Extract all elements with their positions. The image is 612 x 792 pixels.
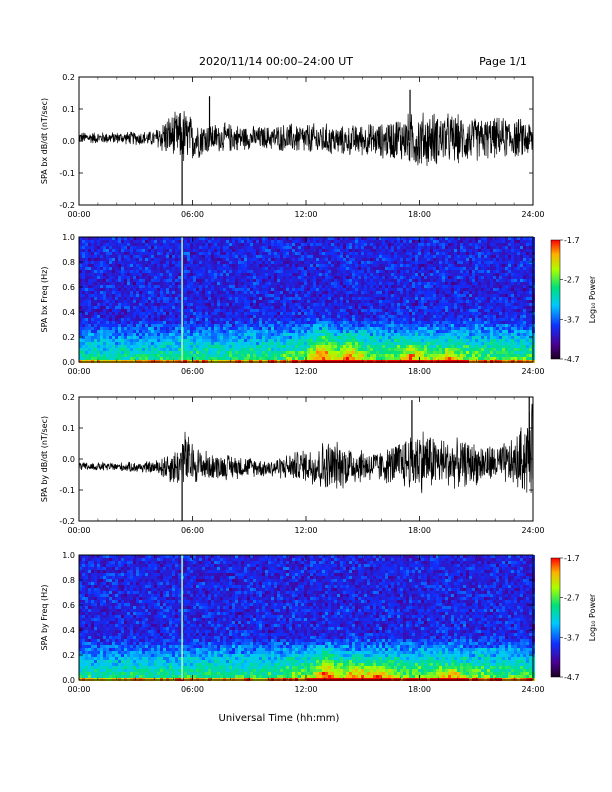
panel-1: 00:00 06:00 12:00 18:00 24:00 0.2 0.1 0.0 -0.1 -0… <box>40 73 545 219</box>
x-tick-label: 24:00 <box>521 367 544 376</box>
y-tick-label: 0.4 <box>62 626 75 635</box>
y-tick-label: 0.0 <box>62 137 75 146</box>
y-tick-label: 0.6 <box>62 283 75 292</box>
x-tick-label: 12:00 <box>294 367 317 376</box>
signal-trace <box>78 403 534 494</box>
figure-title: 2020/11/14 00:00–24:00 UT <box>199 55 353 68</box>
y-tick-label: 0.8 <box>62 258 75 267</box>
x-tick-label: 00:00 <box>67 367 90 376</box>
y-tick-label: -0.2 <box>59 517 75 526</box>
colorbar-tick-label: -4.7 <box>564 355 580 364</box>
y-tick-label: 0.0 <box>62 676 75 685</box>
colorbar <box>550 557 561 678</box>
colorbar-tick-label: -1.7 <box>564 236 580 245</box>
y-tick-label: 0.2 <box>62 651 75 660</box>
x-tick-label: 18:00 <box>408 526 431 535</box>
signal-trace <box>78 111 534 166</box>
x-tick-label: 06:00 <box>181 210 204 219</box>
colorbar-tick-label: -3.7 <box>564 633 580 642</box>
y-axis-label: SPA by dB/dt (nT/sec) <box>40 416 49 502</box>
y-tick-label: -0.1 <box>59 169 75 178</box>
y-tick-label: 0.2 <box>62 73 75 82</box>
x-tick-label: 18:00 <box>408 367 431 376</box>
plot-frame <box>78 76 534 206</box>
x-tick-label: 24:00 <box>521 685 544 694</box>
x-tick-label: 06:00 <box>181 367 204 376</box>
y-tick-label: -0.1 <box>59 486 75 495</box>
x-tick-label: 06:00 <box>181 685 204 694</box>
spectrogram <box>79 555 535 681</box>
colorbar-tick-label: -2.7 <box>564 276 580 285</box>
y-tick-label: 0.0 <box>62 455 75 464</box>
y-tick-label: -0.2 <box>59 201 75 210</box>
panel-2: -1.7 -2.7 -3.7 -4.7 Log₁₀ Power 00:00 06:00 12:… <box>40 233 597 376</box>
x-tick-label: 12:00 <box>294 526 317 535</box>
x-tick-label: 18:00 <box>408 685 431 694</box>
panel-4: -1.7 -2.7 -3.7 -4.7 Log₁₀ Power 00:00 06:00 12:… <box>40 551 597 694</box>
x-tick-label: 24:00 <box>521 526 544 535</box>
x-tick-label: 18:00 <box>408 210 431 219</box>
y-tick-label: 0.1 <box>62 105 75 114</box>
y-tick-label: 0.1 <box>62 424 75 433</box>
panel-3: 00:00 06:00 12:00 18:00 24:00 0.2 0.1 0.0 -0.1 -0… <box>40 393 545 535</box>
y-tick-label: 0.2 <box>62 333 75 342</box>
y-axis-label: SPA by Freq (Hz) <box>40 585 49 651</box>
y-axis-label: SPA bx dB/dt (nT/sec) <box>40 98 49 184</box>
y-tick-label: 0.6 <box>62 601 75 610</box>
y-tick-label: 1.0 <box>62 551 75 560</box>
page-indicator: Page 1/1 <box>479 55 527 68</box>
x-tick-label: 00:00 <box>67 210 90 219</box>
colorbar-tick-label: -3.7 <box>564 315 580 324</box>
colorbar-tick-label: -1.7 <box>564 554 580 563</box>
y-tick-label: 0.2 <box>62 393 75 402</box>
x-tick-label: 12:00 <box>294 210 317 219</box>
x-tick-label: 12:00 <box>294 685 317 694</box>
colorbar-label: Log₁₀ Power <box>588 275 597 323</box>
x-tick-label: 00:00 <box>67 685 90 694</box>
y-axis-label: SPA bx Freq (Hz) <box>40 267 49 333</box>
colorbar-tick-label: -2.7 <box>564 594 580 603</box>
y-tick-label: 1.0 <box>62 233 75 242</box>
colorbar-tick-label: -4.7 <box>564 673 580 682</box>
spectrogram <box>79 237 535 363</box>
x-tick-label: 00:00 <box>67 526 90 535</box>
x-tick-label: 24:00 <box>521 210 544 219</box>
y-tick-label: 0.0 <box>62 358 75 367</box>
colorbar-label: Log₁₀ Power <box>588 593 597 641</box>
colorbar <box>550 239 561 360</box>
y-tick-label: 0.4 <box>62 308 75 317</box>
y-tick-label: 0.8 <box>62 576 75 585</box>
x-axis-title: Universal Time (hh:mm) <box>219 713 340 724</box>
panels: 00:00 06:00 12:00 18:00 24:00 0.2 0.1 0.0 -0.1 -0… <box>40 73 597 694</box>
x-tick-label: 06:00 <box>181 526 204 535</box>
